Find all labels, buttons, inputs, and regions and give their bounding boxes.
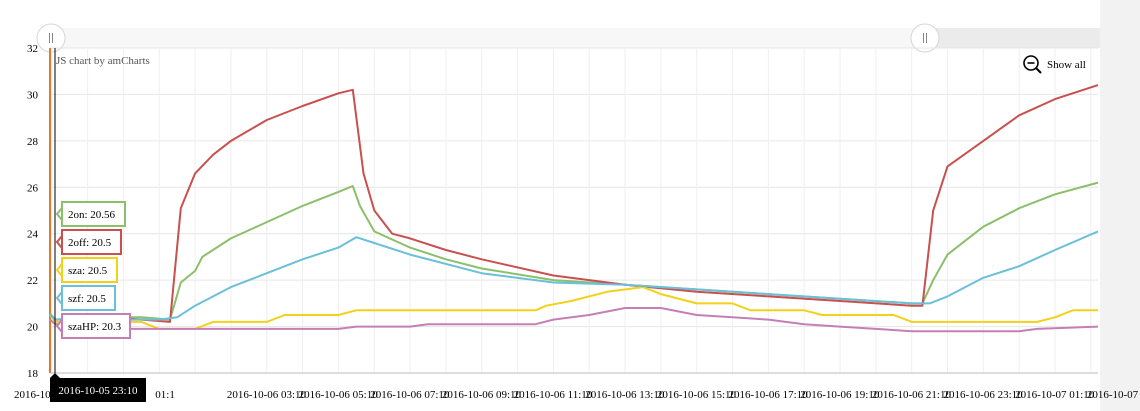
x-tick-label: 2016-10-06 15:10 <box>657 389 737 401</box>
series-line-2off <box>49 84 1099 323</box>
balloon-szf <box>61 285 116 311</box>
series-line-2on <box>49 181 1099 321</box>
y-tick-label: 24 <box>27 229 39 241</box>
y-tick-label: 18 <box>27 368 39 380</box>
x-tick-label: 2016-10-06 13:10 <box>585 389 665 401</box>
balloon-sza <box>61 257 118 283</box>
cursor-date-label: 2016-10-05 23:10 <box>50 373 146 402</box>
series-group <box>49 84 1099 333</box>
x-tick-label: 2016-10-06 03:10 <box>227 389 307 401</box>
x-tick-label: 2016-10-07 01:10 <box>1015 389 1095 401</box>
scrollbar-right-handle[interactable] <box>910 23 940 53</box>
show-all-button[interactable]: Show all <box>1023 55 1086 74</box>
series-line-sza <box>49 286 1098 330</box>
scrollbar-left-handle[interactable] <box>36 23 66 53</box>
y-tick-label: 30 <box>27 89 39 101</box>
page-edge-strip <box>1100 0 1140 411</box>
series-line-szf <box>49 230 1099 321</box>
balloon-text-sza: sza: 20.5 <box>68 265 108 277</box>
y-tick-label: 20 <box>27 322 39 334</box>
y-tick-label: 22 <box>27 275 38 287</box>
balloon-pointer-2on <box>55 207 63 221</box>
x-tick-label: 2016-10-06 21:10 <box>872 389 952 401</box>
x-tick-label: 2016-10-06 07:10 <box>370 389 450 401</box>
x-tick-label: 2016-10-06 05:10 <box>299 389 379 401</box>
balloon-szaHP <box>61 313 131 339</box>
x-tick-label: 2016-10-06 11:10 <box>514 389 593 401</box>
show-all-label: Show all <box>1047 59 1086 71</box>
x-tick-label: 2016-10-06 09:10 <box>442 389 522 401</box>
series-line-szaHP <box>49 307 1099 333</box>
x-tick-label: 2016-10-06 19:10 <box>800 389 880 401</box>
balloon-pointer-szaHP <box>55 319 63 333</box>
balloon-pointer-szf <box>55 291 63 305</box>
balloon-text-szaHP: szaHP: 20.3 <box>68 321 122 333</box>
balloon-text-szf: szf: 20.5 <box>68 293 106 305</box>
x-tick-label: 2016-10-06 17:10 <box>729 389 809 401</box>
x-tick-label: 01:1 <box>155 389 175 401</box>
balloon-pointer-2off <box>55 235 63 249</box>
y-tick-label: 28 <box>27 136 39 148</box>
balloon-2off <box>61 229 122 255</box>
balloon-text-2off: 2off: 20.5 <box>68 237 112 249</box>
scrollbar-selection[interactable] <box>50 28 925 48</box>
y-tick-label: 26 <box>27 182 39 194</box>
balloon-text-2on: 2on: 20.56 <box>68 209 116 221</box>
x-tick-label: 2016-10-06 23:10 <box>944 389 1024 401</box>
legend-balloons: 2on: 20.56 2off: 20.5 sza: 20.5 szf: 20.5 sz… <box>55 201 131 339</box>
x-tick-label: 2016-10-07 03:1 <box>1087 389 1140 401</box>
x-tick-label: 2016-10 <box>14 389 51 401</box>
cursor-date-text: 2016-10-05 23:10 <box>58 385 138 397</box>
balloon-pointer-sza <box>55 263 63 277</box>
zoom-out-icon <box>1023 55 1039 71</box>
balloon-2on <box>61 201 126 227</box>
y-axis: 18 20 22 24 26 28 30 32 <box>27 43 39 380</box>
amcharts-credit[interactable]: JS chart by amCharts <box>56 55 150 67</box>
y-tick-label: 32 <box>27 43 38 55</box>
